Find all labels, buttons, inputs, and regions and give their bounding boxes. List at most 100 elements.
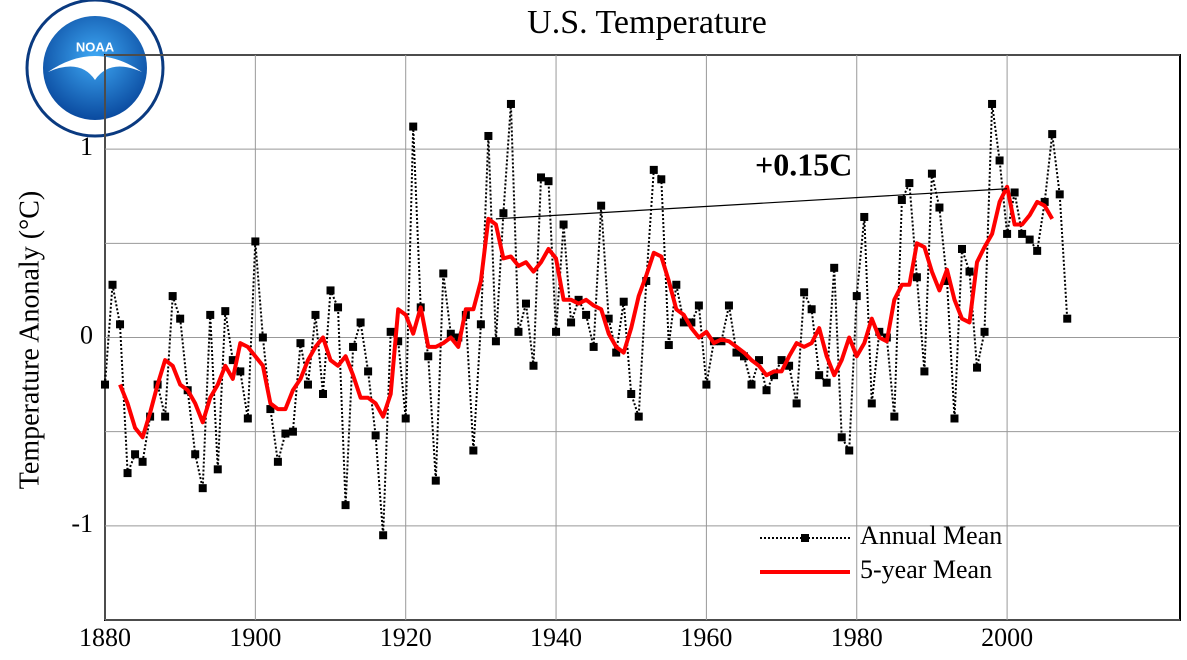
- data-point: [897, 196, 906, 205]
- data-point: [476, 320, 485, 329]
- data-point: [762, 386, 771, 395]
- data-point: [604, 314, 613, 323]
- data-point: [559, 220, 568, 229]
- legend-label: Annual Mean: [860, 521, 1002, 550]
- data-point: [123, 469, 132, 478]
- data-point: [597, 201, 606, 210]
- x-tick-label: 2000: [981, 623, 1033, 652]
- legend-marker: [801, 534, 809, 542]
- logo-bird: [48, 56, 142, 80]
- data-point: [176, 314, 185, 323]
- logo-text: NOAA: [76, 39, 115, 54]
- legend-label: 5-year Mean: [860, 555, 992, 584]
- data-point: [657, 175, 666, 184]
- data-point: [371, 431, 380, 440]
- data-point: [439, 269, 448, 278]
- data-point: [739, 352, 748, 361]
- data-point: [296, 339, 305, 348]
- data-point: [574, 295, 583, 304]
- data-point: [1003, 229, 1012, 238]
- chart-title: U.S. Temperature: [527, 4, 767, 41]
- data-point: [499, 209, 508, 218]
- data-point: [634, 412, 643, 421]
- data-point: [431, 476, 440, 485]
- data-point: [1010, 188, 1019, 197]
- data-point: [1055, 190, 1064, 199]
- data-point: [785, 361, 794, 370]
- data-point: [116, 320, 125, 329]
- x-tick-label: 1880: [79, 623, 131, 652]
- data-point: [446, 329, 455, 338]
- data-point: [506, 99, 515, 108]
- data-point: [409, 122, 418, 131]
- data-point: [837, 433, 846, 442]
- data-point: [973, 363, 982, 372]
- data-point: [800, 288, 809, 297]
- data-point: [303, 380, 312, 389]
- data-point: [852, 292, 861, 301]
- y-tick-label: -1: [71, 509, 93, 538]
- data-point: [319, 390, 328, 398]
- data-point: [243, 414, 252, 423]
- data-point: [356, 318, 365, 327]
- data-point: [258, 333, 267, 342]
- data-point: [867, 399, 876, 408]
- x-tick-label: 1940: [530, 623, 582, 652]
- data-point: [1063, 314, 1072, 323]
- data-point: [807, 305, 816, 314]
- x-tick-label: 1900: [229, 623, 281, 652]
- data-point: [890, 412, 899, 421]
- data-point: [792, 399, 801, 408]
- x-tick-label: 1980: [831, 623, 883, 652]
- data-point: [988, 99, 997, 108]
- y-tick-label: 0: [80, 320, 93, 349]
- data-point: [694, 301, 703, 310]
- data-point: [469, 446, 478, 455]
- data-point: [131, 450, 140, 459]
- data-point: [1018, 229, 1027, 238]
- data-point: [942, 277, 951, 285]
- data-point: [830, 263, 839, 272]
- data-point: [401, 414, 410, 423]
- data-point: [672, 280, 681, 289]
- data-point: [995, 156, 1004, 165]
- data-point: [627, 390, 636, 398]
- data-point: [394, 337, 403, 346]
- data-point: [236, 367, 245, 376]
- data-point: [273, 457, 282, 466]
- data-point: [191, 450, 200, 459]
- data-point: [379, 531, 388, 540]
- data-point: [349, 342, 358, 351]
- data-point: [288, 427, 297, 436]
- data-point: [1025, 235, 1034, 244]
- data-point: [514, 327, 523, 336]
- data-point: [334, 303, 343, 312]
- data-point: [281, 429, 290, 438]
- data-point: [1033, 246, 1042, 255]
- data-point: [927, 169, 936, 178]
- data-point: [1040, 197, 1049, 206]
- data-point: [702, 380, 711, 389]
- noaa-logo: NOAA: [25, 0, 165, 138]
- data-point: [138, 457, 147, 466]
- data-point: [364, 367, 373, 376]
- data-point: [537, 173, 546, 182]
- data-point: [724, 301, 733, 310]
- y-axis-label: Temperature Anonaly (°C): [14, 191, 45, 489]
- data-point: [529, 361, 538, 370]
- data-point: [341, 501, 350, 510]
- data-point: [664, 341, 673, 350]
- data-point: [221, 307, 230, 316]
- data-point: [386, 327, 395, 336]
- x-tick-label: 1920: [380, 623, 432, 652]
- data-point: [228, 356, 237, 365]
- data-point: [1048, 130, 1057, 139]
- data-point: [544, 177, 553, 186]
- trend-line: [495, 188, 1008, 220]
- data-point: [747, 380, 756, 389]
- data-point: [424, 352, 433, 361]
- data-point: [905, 179, 914, 188]
- trend-label: +0.15C: [755, 146, 852, 182]
- data-point: [935, 203, 944, 212]
